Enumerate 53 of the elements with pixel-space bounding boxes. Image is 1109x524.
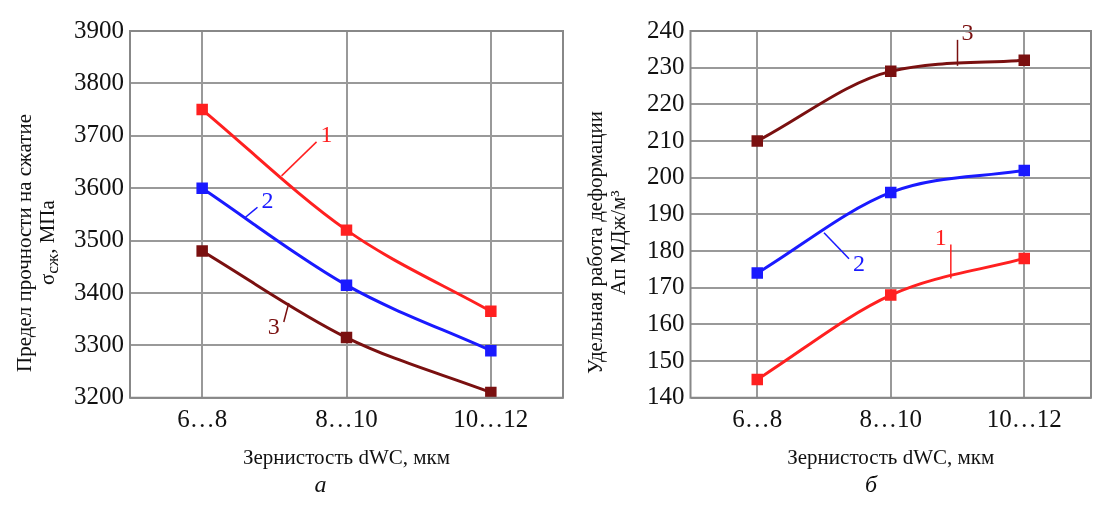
legend-label: 2 xyxy=(261,186,274,213)
y-tick-label: 3200 xyxy=(74,382,124,410)
series-label: 3 xyxy=(267,313,280,340)
text: а xyxy=(313,471,327,498)
legend-label: 2 xyxy=(853,250,865,277)
x-tick-label: 6…8 xyxy=(732,405,783,433)
y-tick-label: 3900 xyxy=(74,15,124,43)
point xyxy=(1018,164,1030,177)
y-tick-label: 3500 xyxy=(74,225,124,253)
x-axis-title: Зернистость dWC, мкм xyxy=(243,444,450,469)
point xyxy=(885,186,897,199)
x-tick-label: 10…12 xyxy=(453,405,529,433)
y-tick-label: 210 xyxy=(647,125,685,153)
y-axis-title: Удельная работа деформации Ап МДж/м³ xyxy=(582,110,631,376)
point xyxy=(1018,252,1030,265)
point xyxy=(751,135,763,147)
y-tick-label: 3300 xyxy=(74,329,124,357)
point xyxy=(885,65,897,78)
x-tick-label: 8…10 xyxy=(859,405,922,433)
y-tick-label: 170 xyxy=(647,272,685,300)
y-tick-label: 220 xyxy=(647,88,685,116)
x-axis-title: Зернистость dWC, мкм xyxy=(787,444,995,469)
point xyxy=(751,373,763,386)
y-tick-label: 3600 xyxy=(74,172,124,200)
point xyxy=(196,103,208,116)
series-label: 1 xyxy=(934,223,947,250)
y-tick-label: 230 xyxy=(647,52,685,80)
x-tick-label: 6…8 xyxy=(177,405,228,433)
y-tick-label: 3800 xyxy=(74,67,124,95)
y-tick-label: 140 xyxy=(647,382,685,410)
point xyxy=(485,344,497,357)
point xyxy=(1018,54,1030,67)
y-tick-label: 180 xyxy=(647,235,685,263)
y-tick-label: 200 xyxy=(647,162,685,190)
point xyxy=(340,331,353,344)
point xyxy=(485,386,497,398)
y-tick-label: 150 xyxy=(647,345,685,373)
point xyxy=(751,267,763,279)
x-tick-label: 8…10 xyxy=(315,405,378,433)
y-tick-label: 160 xyxy=(647,309,685,336)
point xyxy=(485,305,497,318)
y-tick-label: 240 xyxy=(647,15,685,43)
text: 1 xyxy=(320,121,333,148)
text: б xyxy=(863,471,878,498)
point xyxy=(340,224,353,236)
y-tick-label: 3700 xyxy=(74,120,124,148)
point xyxy=(340,279,353,291)
x-tick-label: 10…12 xyxy=(986,405,1062,433)
point xyxy=(885,289,897,301)
point xyxy=(196,182,208,194)
y-tick-label: 3400 xyxy=(74,277,124,305)
y-tick-label: 190 xyxy=(647,198,685,226)
point xyxy=(196,245,208,257)
